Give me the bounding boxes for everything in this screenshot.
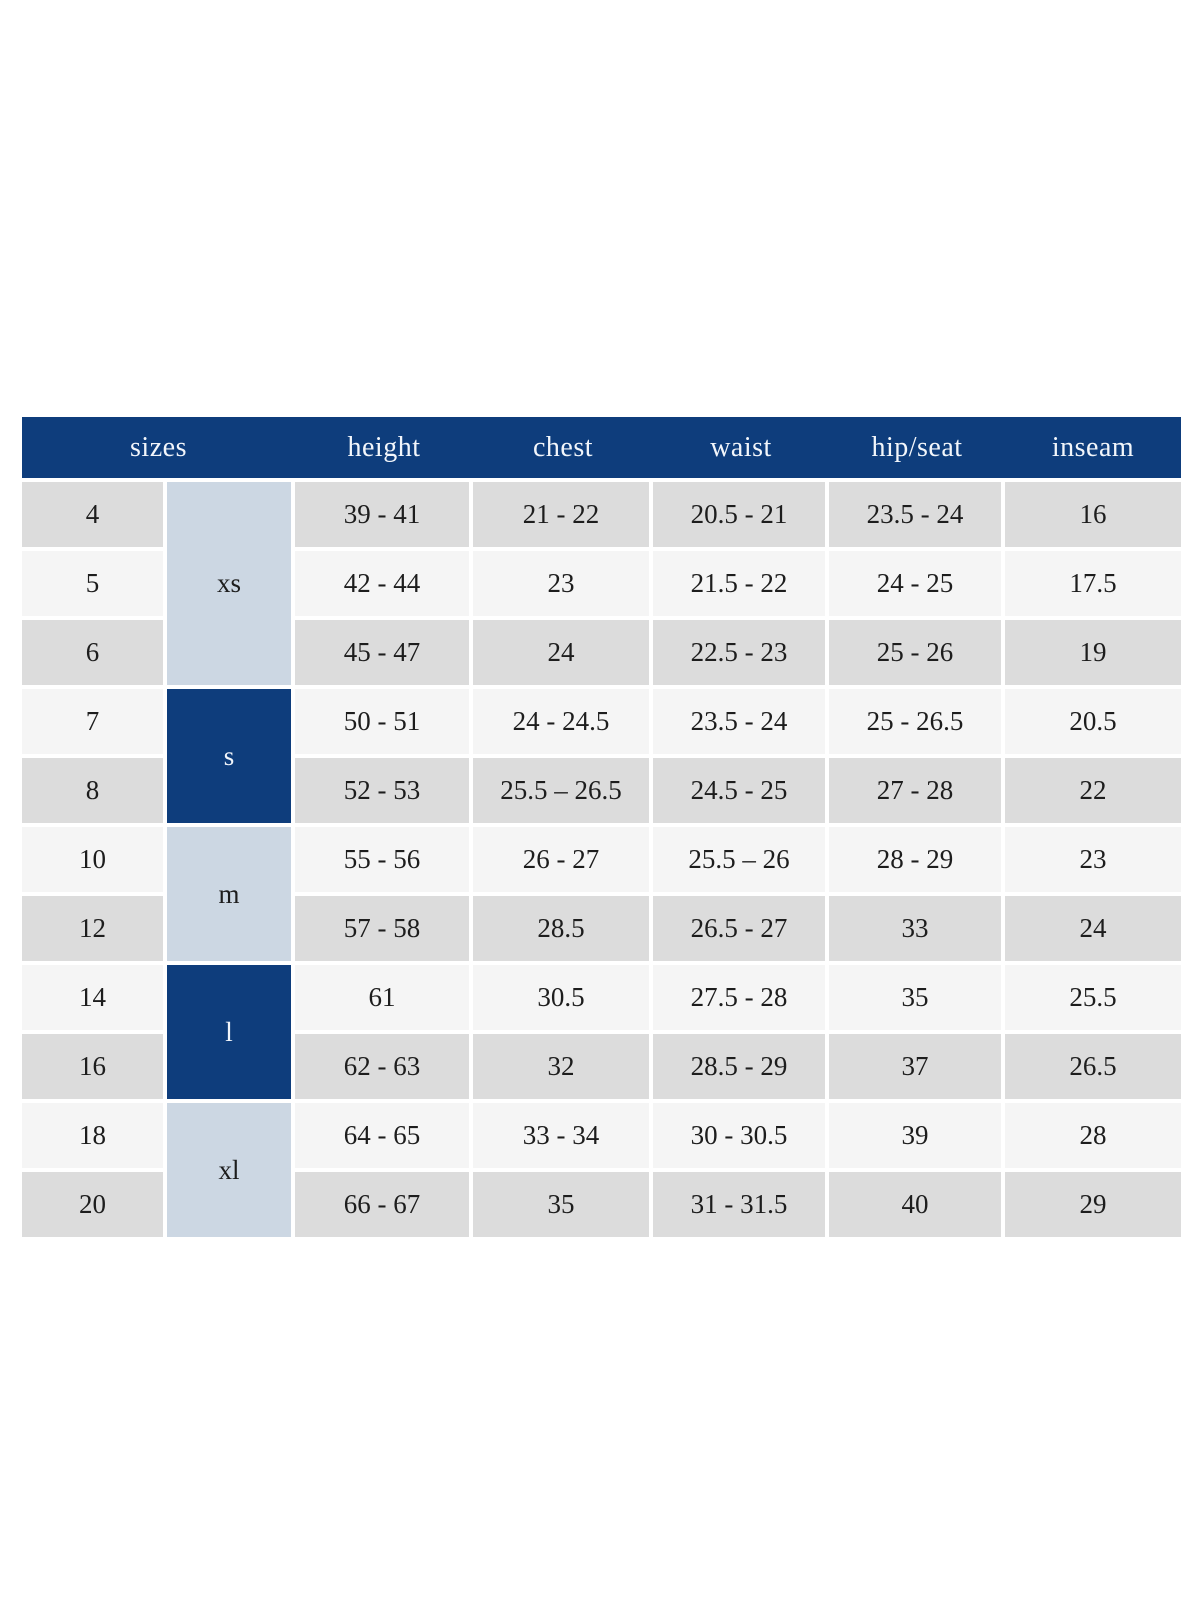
- cell-hip-seat: 33: [829, 896, 1005, 961]
- table-header-row: sizes height chest waist hip/seat inseam: [22, 417, 1181, 478]
- cell-size: 20: [22, 1172, 167, 1237]
- cell-waist: 23.5 - 24: [653, 689, 829, 754]
- header-cell-chest: chest: [532, 431, 594, 463]
- cell-waist: 30 - 30.5: [653, 1103, 829, 1168]
- cell-hip-seat: 25 - 26: [829, 620, 1005, 685]
- cell-waist: 22.5 - 23: [653, 620, 829, 685]
- cell-inseam: 28: [1005, 1103, 1181, 1168]
- cell-size: 10: [22, 827, 167, 892]
- cell-chest: 23: [473, 551, 653, 616]
- cell-size: 16: [22, 1034, 167, 1099]
- size-chart-table: sizes height chest waist hip/seat inseam…: [22, 417, 1181, 1237]
- cell-size: 4: [22, 482, 167, 547]
- cell-chest: 24 - 24.5: [473, 689, 653, 754]
- cell-size: 12: [22, 896, 167, 961]
- cell-inseam: 26.5: [1005, 1034, 1181, 1099]
- cell-waist: 27.5 - 28: [653, 965, 829, 1030]
- cell-chest: 24: [473, 620, 653, 685]
- header-cell-inseam: inseam: [1051, 431, 1135, 463]
- cell-height: 55 - 56: [295, 827, 473, 892]
- cell-chest: 21 - 22: [473, 482, 653, 547]
- header-cell-waist: waist: [710, 431, 772, 463]
- cell-height: 64 - 65: [295, 1103, 473, 1168]
- cell-height: 52 - 53: [295, 758, 473, 823]
- cell-hip-seat: 40: [829, 1172, 1005, 1237]
- cell-inseam: 24: [1005, 896, 1181, 961]
- cell-size: 6: [22, 620, 167, 685]
- cell-waist: 24.5 - 25: [653, 758, 829, 823]
- cell-chest: 32: [473, 1034, 653, 1099]
- cell-chest: 26 - 27: [473, 827, 653, 892]
- cell-size: 14: [22, 965, 167, 1030]
- cell-chest: 30.5: [473, 965, 653, 1030]
- cell-height: 61: [295, 965, 473, 1030]
- table-body: xs s m l xl 4 39 - 41 21 - 22 20.5 - 21 …: [22, 482, 1181, 1237]
- cell-waist: 20.5 - 21: [653, 482, 829, 547]
- size-group-cell-xl: xl: [167, 1103, 295, 1237]
- cell-height: 39 - 41: [295, 482, 473, 547]
- cell-height: 62 - 63: [295, 1034, 473, 1099]
- header-cell-hip-seat: hip/seat: [871, 431, 963, 463]
- cell-inseam: 19: [1005, 620, 1181, 685]
- cell-height: 45 - 47: [295, 620, 473, 685]
- cell-inseam: 16: [1005, 482, 1181, 547]
- cell-inseam: 22: [1005, 758, 1181, 823]
- cell-chest: 33 - 34: [473, 1103, 653, 1168]
- header-cell-height: height: [347, 431, 421, 463]
- cell-height: 57 - 58: [295, 896, 473, 961]
- cell-size: 8: [22, 758, 167, 823]
- cell-inseam: 20.5: [1005, 689, 1181, 754]
- cell-hip-seat: 39: [829, 1103, 1005, 1168]
- cell-height: 50 - 51: [295, 689, 473, 754]
- cell-hip-seat: 37: [829, 1034, 1005, 1099]
- cell-hip-seat: 28 - 29: [829, 827, 1005, 892]
- size-group-cell-l: l: [167, 965, 295, 1099]
- cell-size: 5: [22, 551, 167, 616]
- cell-size: 7: [22, 689, 167, 754]
- cell-waist: 25.5 – 26: [653, 827, 829, 892]
- cell-hip-seat: 27 - 28: [829, 758, 1005, 823]
- cell-height: 66 - 67: [295, 1172, 473, 1237]
- header-cell-sizes: sizes: [130, 431, 187, 463]
- cell-inseam: 17.5: [1005, 551, 1181, 616]
- cell-waist: 31 - 31.5: [653, 1172, 829, 1237]
- cell-height: 42 - 44: [295, 551, 473, 616]
- cell-waist: 21.5 - 22: [653, 551, 829, 616]
- size-group-cell-s: s: [167, 689, 295, 823]
- cell-chest: 28.5: [473, 896, 653, 961]
- cell-hip-seat: 25 - 26.5: [829, 689, 1005, 754]
- cell-hip-seat: 23.5 - 24: [829, 482, 1005, 547]
- cell-waist: 26.5 - 27: [653, 896, 829, 961]
- cell-inseam: 23: [1005, 827, 1181, 892]
- cell-size: 18: [22, 1103, 167, 1168]
- cell-inseam: 25.5: [1005, 965, 1181, 1030]
- cell-inseam: 29: [1005, 1172, 1181, 1237]
- cell-hip-seat: 24 - 25: [829, 551, 1005, 616]
- cell-chest: 35: [473, 1172, 653, 1237]
- size-group-cell-xs: xs: [167, 482, 295, 685]
- cell-hip-seat: 35: [829, 965, 1005, 1030]
- size-group-cell-m: m: [167, 827, 295, 961]
- cell-chest: 25.5 – 26.5: [473, 758, 653, 823]
- cell-waist: 28.5 - 29: [653, 1034, 829, 1099]
